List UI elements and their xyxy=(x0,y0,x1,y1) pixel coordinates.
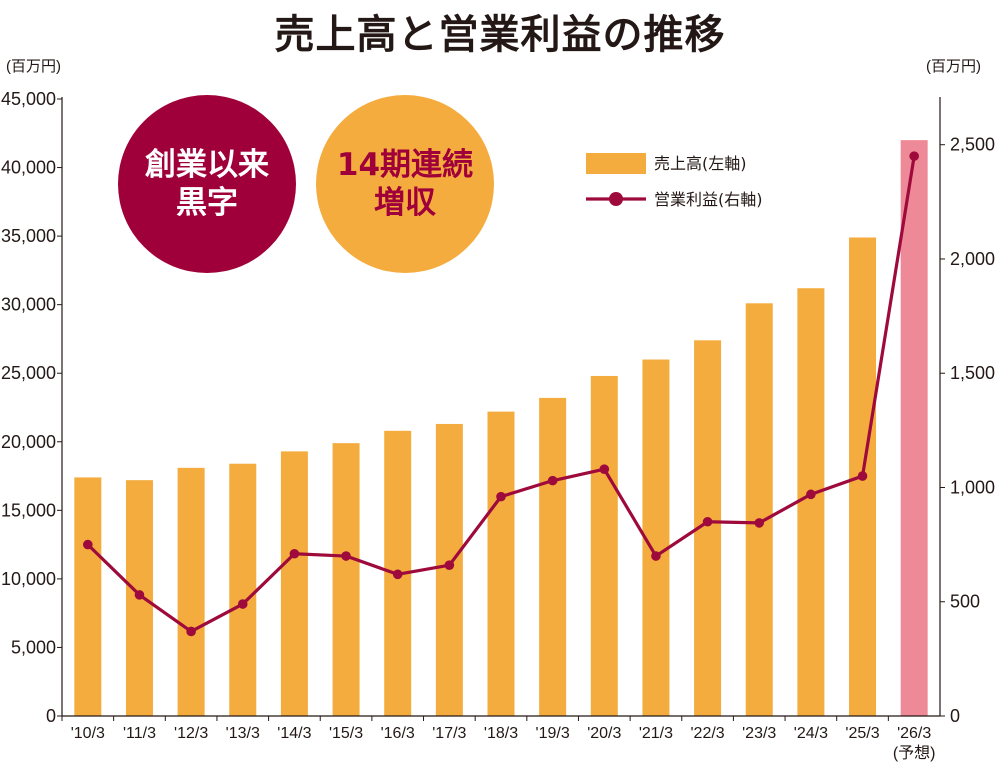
x-tick-label-6: '16/3 xyxy=(381,725,415,742)
right-tick-label-3: 1,500 xyxy=(950,363,995,383)
operating-profit-point-7 xyxy=(444,560,455,570)
sales-bar-4 xyxy=(280,451,308,716)
x-tick-label-10: '20/3 xyxy=(587,725,621,742)
operating-profit-point-12 xyxy=(702,516,713,527)
sales-bar-16 xyxy=(900,140,928,717)
left-tick-label-9: 45,000 xyxy=(1,89,56,109)
left-tick-label-2: 10,000 xyxy=(1,569,56,589)
right-tick-label-0: 0 xyxy=(950,706,960,726)
x-tick-label-1: '11/3 xyxy=(123,725,156,742)
badge-black-since-founding: 創業以来 黒字 xyxy=(118,95,296,273)
operating-profit-point-5 xyxy=(341,551,351,561)
legend-profit-label: 営業利益(右軸) xyxy=(654,190,763,209)
operating-profit-point-13 xyxy=(754,518,765,528)
legend-profit-marker xyxy=(609,192,623,206)
badge-left-text: 創業以来 黒字 xyxy=(145,147,269,221)
right-tick-label-5: 2,500 xyxy=(950,135,995,155)
sales-bar-8 xyxy=(487,411,515,716)
operating-profit-point-16 xyxy=(909,151,919,161)
left-tick-label-7: 35,000 xyxy=(1,226,56,246)
left-tick-label-6: 30,000 xyxy=(1,295,56,315)
sales-bar-5 xyxy=(332,443,360,716)
right-tick-label-1: 500 xyxy=(950,592,980,612)
left-tick-label-1: 5,000 xyxy=(11,637,56,657)
x-tick-label-16: '26/3 xyxy=(897,725,931,742)
right-tick-label-4: 2,000 xyxy=(950,249,995,269)
operating-profit-point-1 xyxy=(134,590,145,600)
right-tick-label-2: 1,000 xyxy=(950,477,995,497)
left-tick-label-0: 0 xyxy=(46,706,56,726)
left-tick-label-4: 20,000 xyxy=(1,432,56,452)
legend-sales-swatch xyxy=(586,153,646,174)
badge-right-text: 14期連続 増収 xyxy=(336,147,474,221)
chart-title: 売上高と営業利益の推移 xyxy=(274,12,726,58)
sales-bar-2 xyxy=(177,467,205,716)
left-axis-unit: (百万円) xyxy=(6,58,61,75)
x-tick-label-11: '21/3 xyxy=(639,725,673,742)
operating-profit-point-4 xyxy=(289,548,300,559)
sales-bar-3 xyxy=(229,463,257,716)
operating-profit-point-9 xyxy=(547,475,558,486)
operating-profit-point-11 xyxy=(651,551,661,561)
x-tick-label-15: '25/3 xyxy=(845,725,879,742)
operating-profit-point-14 xyxy=(806,489,816,500)
operating-profit-point-3 xyxy=(237,599,248,609)
operating-profit-point-8 xyxy=(496,491,506,502)
operating-profit-point-10 xyxy=(599,464,610,475)
x-tick-label-7: '17/3 xyxy=(432,725,466,742)
operating-profit-point-6 xyxy=(392,569,403,580)
x-tick-label-3: '13/3 xyxy=(226,725,260,742)
right-axis-unit: (百万円) xyxy=(926,58,981,75)
sales-bar-11 xyxy=(642,359,670,716)
x-tick-label-13: '23/3 xyxy=(742,725,776,742)
x-tick-label-9: '19/3 xyxy=(536,725,570,742)
left-tick-label-3: 15,000 xyxy=(1,500,56,520)
x-tick-label-14: '24/3 xyxy=(794,725,828,742)
left-tick-label-8: 40,000 xyxy=(1,158,56,178)
sales-bar-0 xyxy=(74,477,102,716)
forecast-note: (予想) xyxy=(893,744,936,762)
operating-profit-point-2 xyxy=(186,626,196,637)
left-tick-label-5: 25,000 xyxy=(1,363,56,383)
x-tick-label-4: '14/3 xyxy=(277,725,311,742)
x-tick-label-8: '18/3 xyxy=(484,725,518,742)
legend-sales-label: 売上高(左軸) xyxy=(654,154,747,173)
x-tick-label-2: '12/3 xyxy=(174,725,208,742)
operating-profit-point-15 xyxy=(857,471,868,481)
x-tick-label-5: '15/3 xyxy=(329,725,363,742)
sales-bar-9 xyxy=(539,397,567,716)
sales-bar-14 xyxy=(797,288,825,716)
sales-bar-13 xyxy=(745,303,773,716)
operating-profit-point-0 xyxy=(83,539,93,550)
sales-bar-10 xyxy=(590,375,618,716)
x-tick-label-0: '10/3 xyxy=(71,725,105,742)
x-tick-label-12: '22/3 xyxy=(690,725,724,742)
badge-consecutive-revenue-growth: 14期連続 増収 xyxy=(316,95,494,273)
